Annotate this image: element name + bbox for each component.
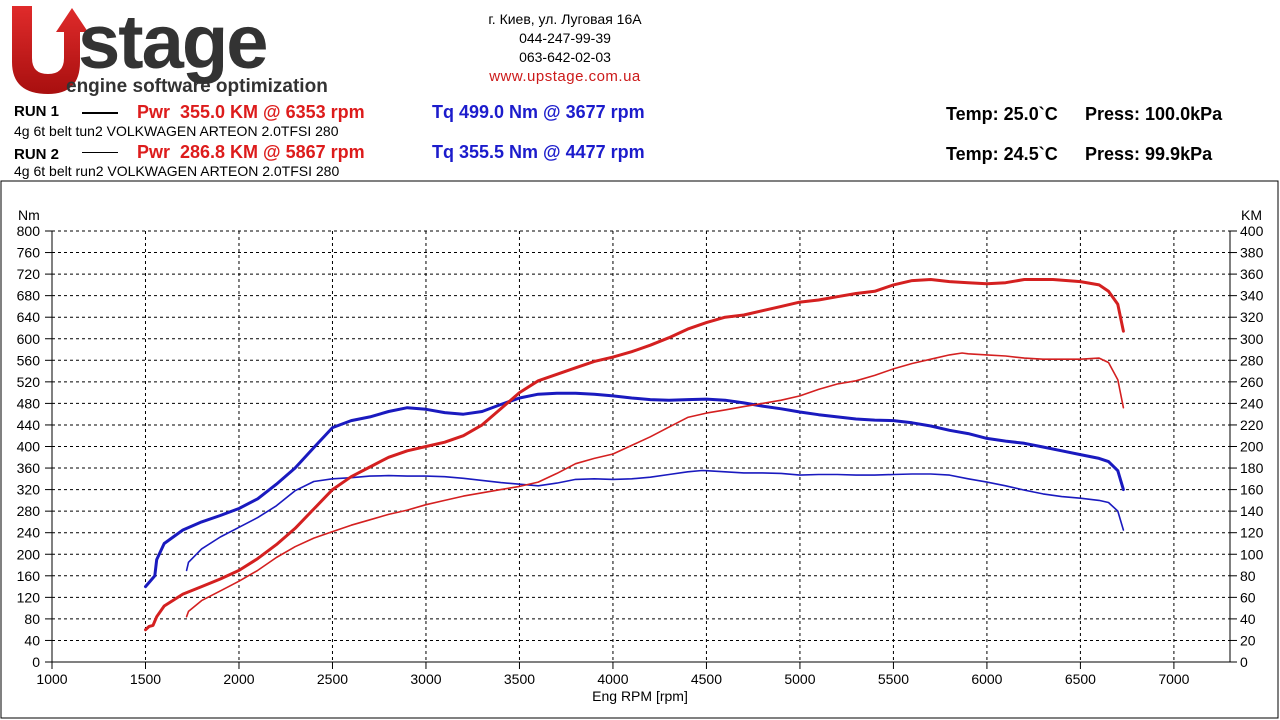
y-left-tick-label: 80 <box>24 611 40 627</box>
y-right-tick-label: 360 <box>1240 266 1264 282</box>
y-left-tick-label: 400 <box>17 439 41 455</box>
y-right-label: KM <box>1241 207 1262 223</box>
y-right-tick-label: 340 <box>1240 288 1264 304</box>
x-tick-label: 4000 <box>597 671 628 687</box>
run2-temp: Temp: 24.5`C <box>946 144 1058 164</box>
logo-wordmark: stage <box>78 2 267 85</box>
run1-torque: Tq 499.0 Nm @ 3677 rpm <box>432 102 645 122</box>
y-left-tick-label: 360 <box>17 460 41 476</box>
x-tick-label: 4500 <box>691 671 722 687</box>
run2-label: RUN 2 <box>14 146 60 163</box>
y-left-tick-label: 0 <box>32 654 40 670</box>
run1-press: Press: 100.0kPa <box>1085 104 1223 124</box>
y-left-tick-label: 40 <box>24 632 40 648</box>
run1-line-sample <box>82 112 118 114</box>
y-left-tick-label: 440 <box>17 417 41 433</box>
y-right-tick-label: 220 <box>1240 417 1264 433</box>
x-axis-label: Eng RPM [rpm] <box>592 688 688 704</box>
y-right-tick-label: 100 <box>1240 546 1264 562</box>
grid <box>52 230 1230 662</box>
address: г. Киев, ул. Луговая 16А <box>488 11 642 27</box>
y-right-tick-label: 120 <box>1240 525 1264 541</box>
run1-temp: Temp: 25.0`C <box>946 104 1058 124</box>
x-tick-label: 6000 <box>971 671 1002 687</box>
x-tick-label: 5500 <box>878 671 909 687</box>
x-tick-label: 2500 <box>317 671 348 687</box>
y-left-tick-label: 600 <box>17 331 41 347</box>
y-right-tick-label: 160 <box>1240 482 1264 498</box>
series-line-2 <box>185 469 1125 572</box>
x-tick-label: 6500 <box>1065 671 1096 687</box>
phone-2: 063-642-02-03 <box>519 49 611 65</box>
run2-press: Press: 99.9kPa <box>1085 144 1213 164</box>
y-left-tick-label: 640 <box>17 309 41 325</box>
logo-tagline: engine software optimization <box>66 76 328 97</box>
y-right-tick-label: 320 <box>1240 309 1264 325</box>
x-tick-label: 3000 <box>410 671 441 687</box>
x-tick-label: 2000 <box>223 671 254 687</box>
x-tick-label: 7000 <box>1158 671 1189 687</box>
y-left-tick-label: 320 <box>17 482 41 498</box>
x-tick-label: 3500 <box>504 671 535 687</box>
dyno-chart: 0408012016020024028032036040044048052056… <box>0 180 1279 719</box>
y-right-tick-label: 60 <box>1240 589 1256 605</box>
upstage-logo: stage engine software optimization <box>12 2 328 97</box>
y-right-tick-label: 240 <box>1240 395 1264 411</box>
run1-description: 4g 6t belt tun2 VOLKWAGEN ARTEON 2.0TFSI… <box>14 123 339 139</box>
y-right-tick-label: 140 <box>1240 503 1264 519</box>
y-right-tick-label: 300 <box>1240 331 1264 347</box>
series-lines <box>144 278 1125 632</box>
y-left-tick-label: 560 <box>17 352 41 368</box>
axes: 0408012016020024028032036040044048052056… <box>17 223 1264 687</box>
y-left-tick-label: 680 <box>17 288 41 304</box>
y-left-tick-label: 520 <box>17 374 41 390</box>
y-left-tick-label: 480 <box>17 395 41 411</box>
series-line-1 <box>144 391 1125 589</box>
y-right-tick-label: 380 <box>1240 245 1264 261</box>
y-left-tick-label: 280 <box>17 503 41 519</box>
y-right-tick-label: 200 <box>1240 439 1264 455</box>
y-right-tick-label: 0 <box>1240 654 1248 670</box>
y-right-tick-label: 180 <box>1240 460 1264 476</box>
run2-torque: Tq 355.5 Nm @ 4477 rpm <box>432 142 645 162</box>
y-left-tick-label: 200 <box>17 546 41 562</box>
y-right-tick-label: 20 <box>1240 632 1256 648</box>
y-left-tick-label: 800 <box>17 223 41 239</box>
website-link[interactable]: www.upstage.com.ua <box>489 68 641 85</box>
run1-power: Pwr 355.0 KM @ 6353 rpm <box>137 102 365 122</box>
y-left-tick-label: 240 <box>17 525 41 541</box>
x-tick-label: 5000 <box>784 671 815 687</box>
y-left-tick-label: 760 <box>17 245 41 261</box>
y-left-tick-label: 160 <box>17 568 41 584</box>
y-right-tick-label: 400 <box>1240 223 1264 239</box>
series-line-3 <box>144 278 1125 632</box>
run1-label: RUN 1 <box>14 103 60 120</box>
y-right-tick-label: 260 <box>1240 374 1264 390</box>
run2-line-sample <box>82 152 118 153</box>
run2-power: Pwr 286.8 KM @ 5867 rpm <box>137 142 365 162</box>
x-tick-label: 1500 <box>130 671 161 687</box>
y-left-tick-label: 120 <box>17 589 41 605</box>
y-left-tick-label: 720 <box>17 266 41 282</box>
y-left-label: Nm <box>18 207 40 223</box>
y-right-tick-label: 280 <box>1240 352 1264 368</box>
phone-1: 044-247-99-39 <box>519 30 611 46</box>
series-line-4 <box>185 352 1125 618</box>
y-right-tick-label: 40 <box>1240 611 1256 627</box>
run2-description: 4g 6t belt run2 VOLKWAGEN ARTEON 2.0TFSI… <box>14 163 340 179</box>
x-tick-label: 1000 <box>36 671 67 687</box>
y-right-tick-label: 80 <box>1240 568 1256 584</box>
contact-block: г. Киев, ул. Луговая 16А 044-247-99-39 0… <box>440 10 690 86</box>
chart-frame <box>0 180 1279 719</box>
